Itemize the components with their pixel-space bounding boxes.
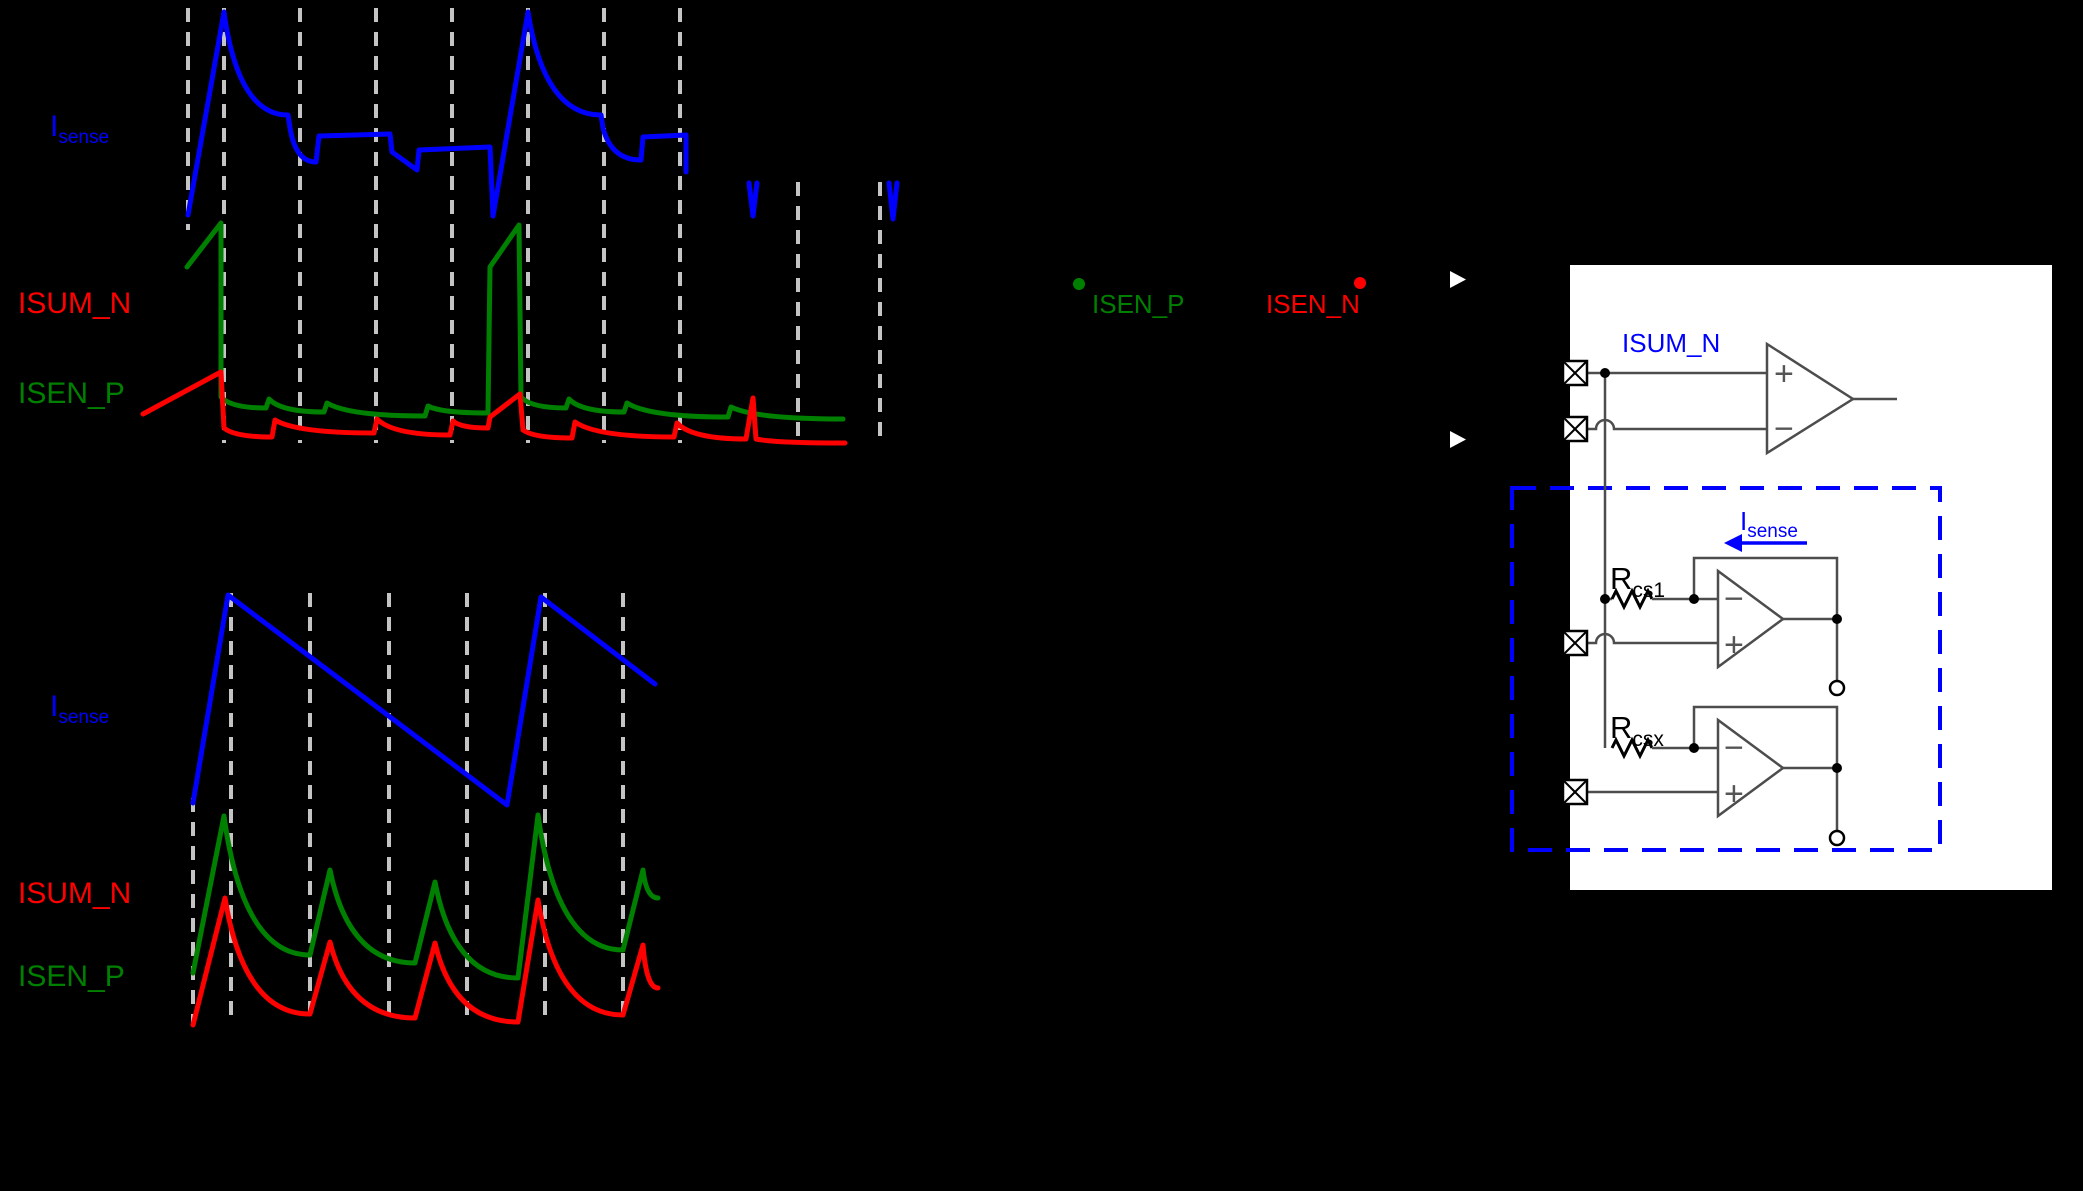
amp-a-opamp [1716,568,1786,670]
comparator-minus-sign: − [1774,410,1794,448]
schematic-panel: + − ISUM_N Isense Rcs1 − + Rcsx − + [1510,265,2052,890]
arrow-right-icon [1450,431,1466,448]
isense-trace-top [185,9,689,219]
junction-dot [1832,614,1842,624]
rcs1-resistor [1610,587,1654,611]
top-gridlines-ext [796,182,882,443]
comparator-plus-sign: + [1774,355,1794,393]
schematic-background [1570,265,2052,890]
isen-p-legend-label: ISEN_P [1092,289,1185,319]
arrow-right-icon [1450,271,1466,288]
isum-n-trace-top [140,369,848,446]
rcsx-resistor [1610,736,1654,760]
amp-a-minus-sign: − [1724,580,1744,618]
junction-dot [1689,743,1699,753]
isum-n-label-top: ISUM_N [18,287,131,320]
amp-a-plus-wire [1587,632,1718,645]
isum-n-schematic-label: ISUM_N [1622,328,1720,358]
comparator-minus-wire [1587,418,1767,431]
amp-b-output-terminal [1828,829,1846,847]
bottom-waveform-group: Isense ISUM_N ISEN_P [18,592,661,1028]
isense-arrow-head-icon [1724,534,1742,552]
dashed-boundary-box [1510,486,1942,852]
amp-a-output-terminal [1828,679,1846,697]
isense-schematic-label: Isense [1740,506,1798,542]
bottom-gridlines-main [229,593,625,1025]
junction-dot [1689,594,1699,604]
amp-b-plus-sign: + [1724,775,1744,813]
terminal-box-csx [1561,778,1589,806]
isen-n-marker-dot [1354,277,1366,289]
terminal-box-isum-n [1561,359,1589,387]
isum-n-trace-bottom [190,895,661,1028]
isen-p-trace-bottom [190,812,661,981]
isen-p-trace-top [184,220,846,422]
junction-dot [1832,763,1842,773]
terminal-box-isen-n [1561,415,1589,443]
terminal-box-cs1 [1561,629,1589,657]
isen-p-label-bottom: ISEN_P [18,960,125,993]
isense-dip-1 [746,180,760,219]
isum-n-label-bottom: ISUM_N [18,877,131,910]
top-waveform-group: Isense ISUM_N ISEN_P [18,8,900,446]
top-gridlines-main [222,8,682,443]
isense-dip-2 [886,180,900,222]
isense-trace-bottom [190,592,658,808]
isen-p-label-top: ISEN_P [18,377,125,410]
isense-label-top: Isense [50,110,109,148]
junction-dot [1600,594,1610,604]
junction-dot [1600,368,1610,378]
legend: ISEN_P ISEN_N [1073,271,1466,448]
amp-a-feedback-wire [1692,556,1839,619]
comparator-opamp [1765,341,1856,456]
amp-b-minus-sign: − [1724,729,1744,767]
amp-b-opamp [1716,717,1786,819]
amp-b-feedback-wire [1692,705,1839,768]
isense-label-bottom: Isense [50,690,109,728]
amp-a-plus-sign: + [1724,626,1744,664]
isen-p-marker-dot [1073,278,1085,290]
isen-n-legend-label: ISEN_N [1266,289,1360,319]
